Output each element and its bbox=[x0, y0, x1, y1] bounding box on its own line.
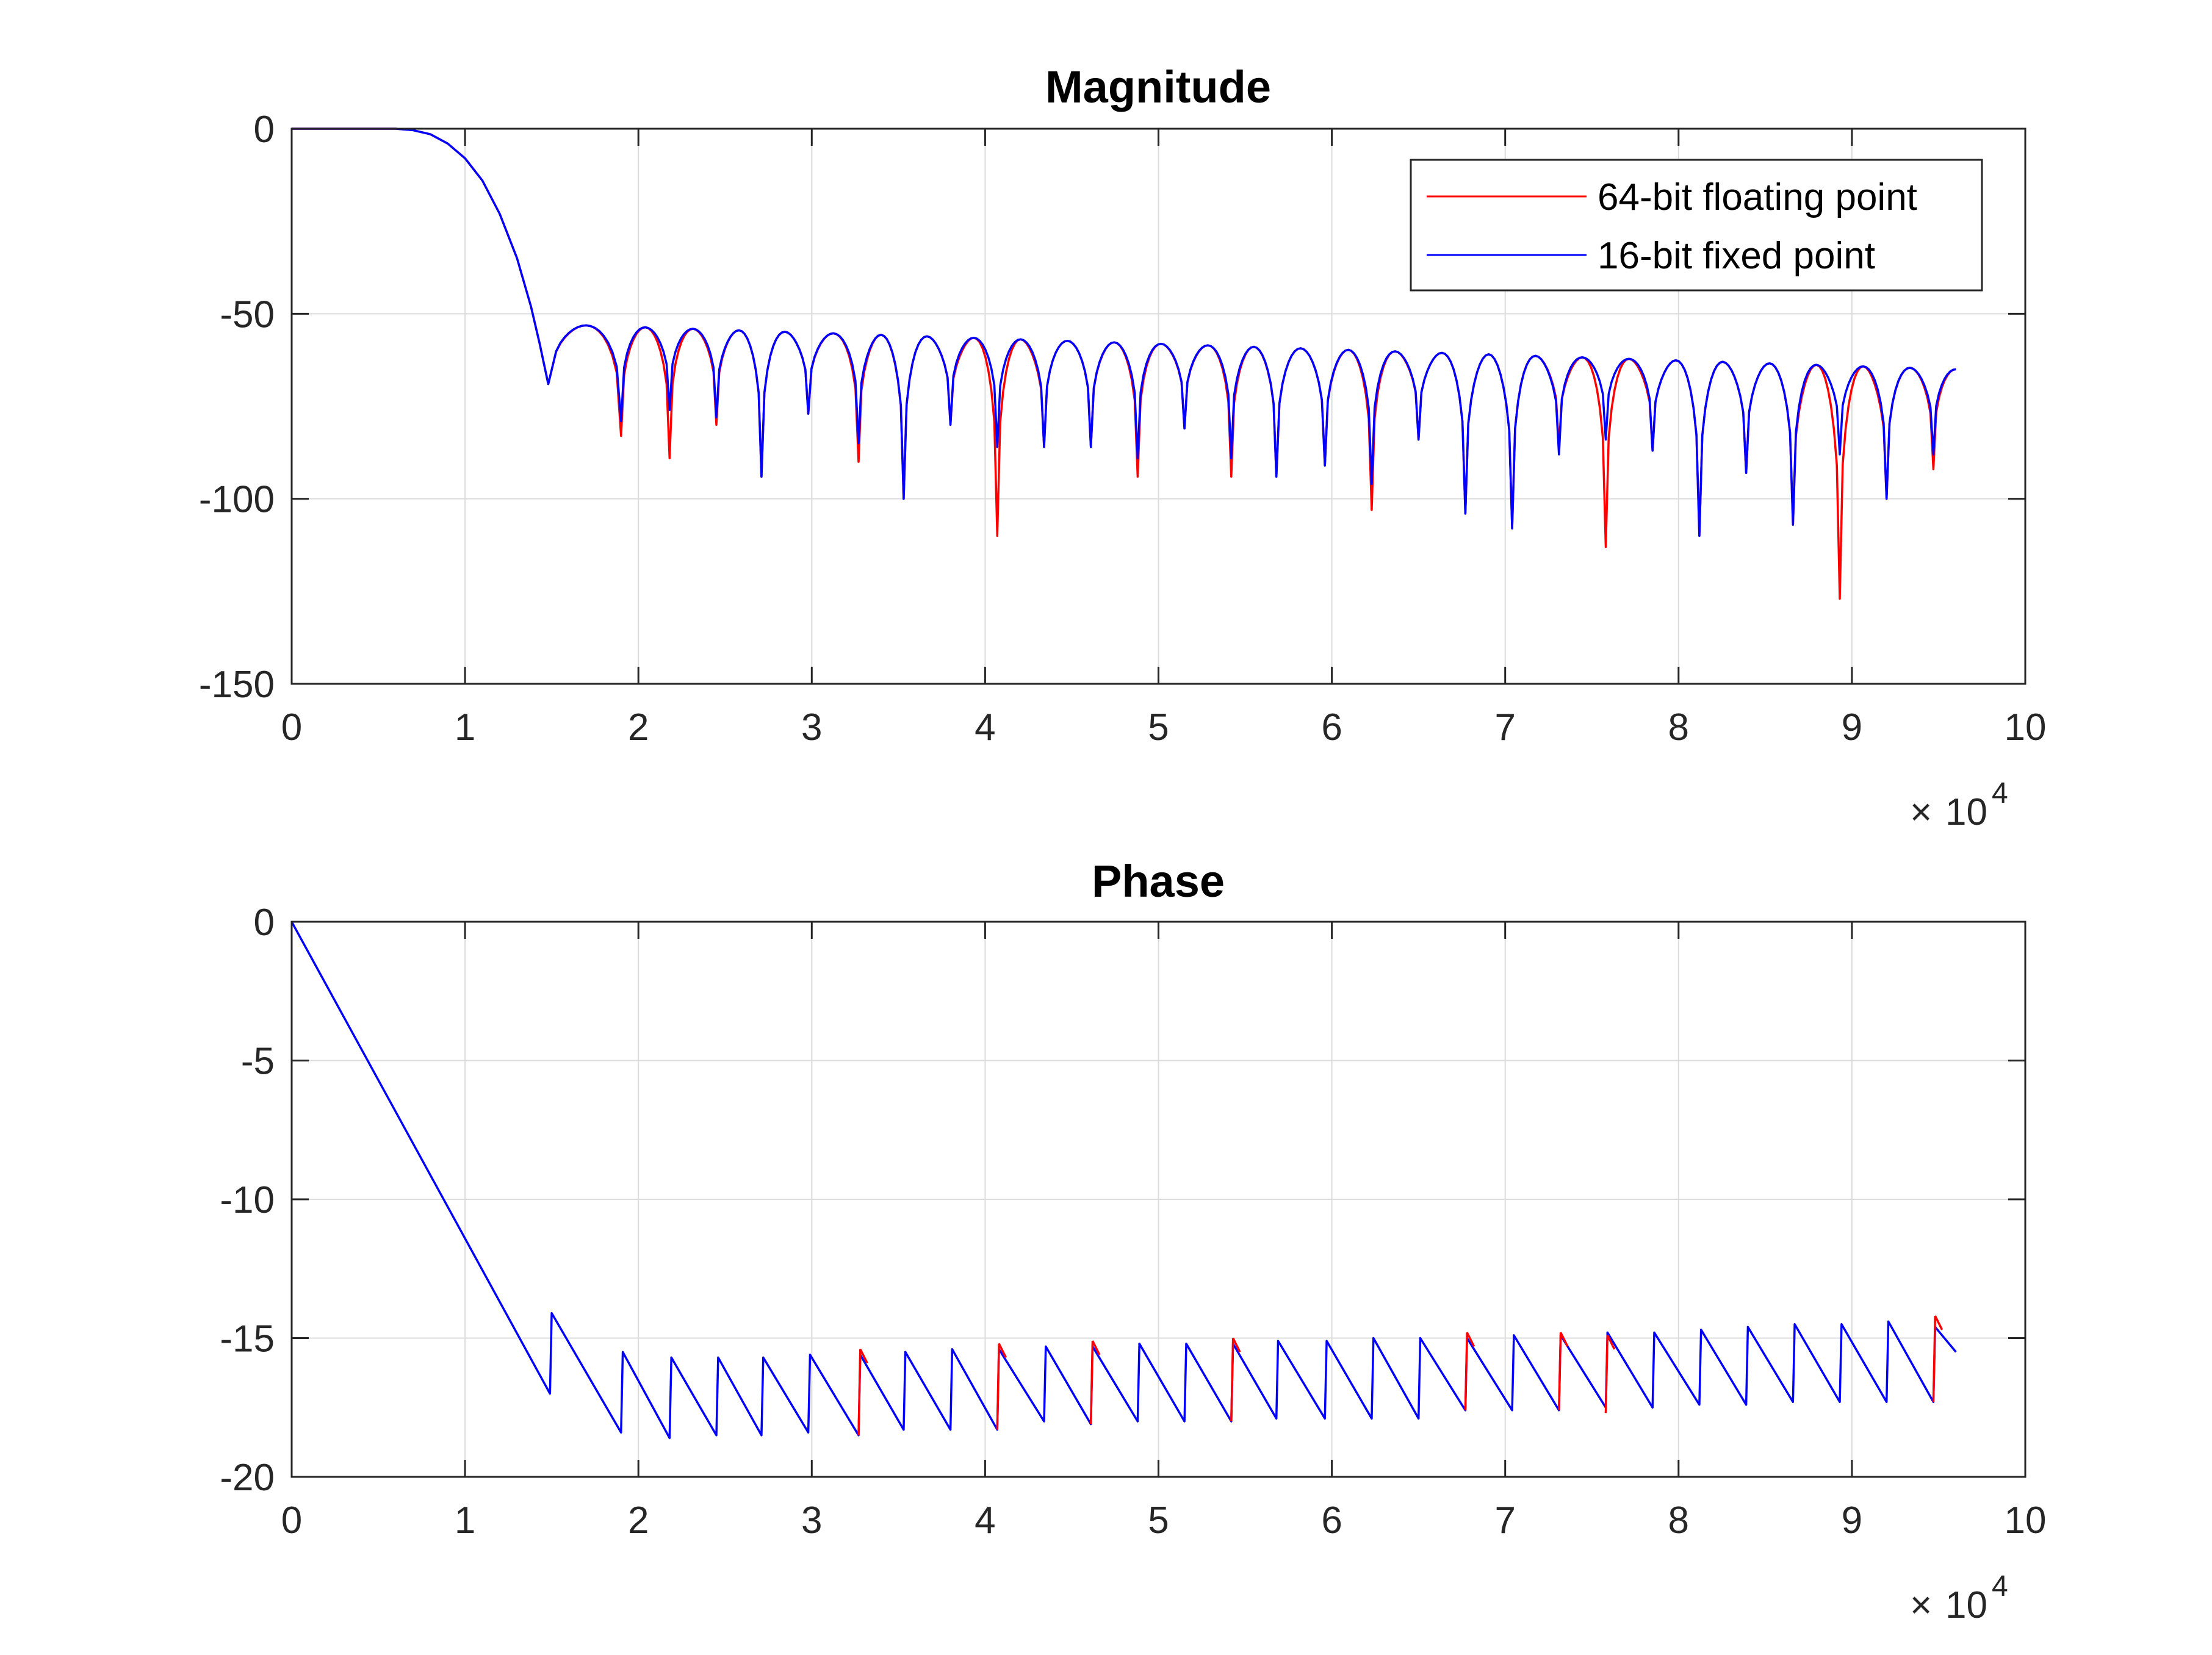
x-tick-label: 3 bbox=[801, 706, 822, 749]
x-tick-label: 4 bbox=[975, 1499, 995, 1542]
y-tick-label: -50 bbox=[220, 293, 275, 336]
magnitude-legend: 64-bit floating point 16-bit fixed point bbox=[1410, 159, 1983, 292]
phase-subplot: 0 1 2 3 4 5 6 7 8 9 10 0 -5 -10 -15 -20 Phase × 10 4 bbox=[220, 856, 2046, 1626]
x-tick-label: 3 bbox=[801, 1499, 822, 1542]
magnitude-grid bbox=[292, 129, 2025, 684]
x-tick-label: 0 bbox=[281, 1499, 302, 1542]
magnitude-x-multiplier-base: 10 bbox=[1945, 791, 1987, 833]
legend-label-fixed: 16-bit fixed point bbox=[1598, 235, 1875, 277]
phase-x-multiplier-exp: 4 bbox=[1992, 1570, 2008, 1603]
x-tick-label: 6 bbox=[1321, 1499, 1342, 1542]
x-tick-label: 6 bbox=[1321, 706, 1342, 749]
series-64bit-float-segment bbox=[1558, 1332, 1569, 1410]
x-tick-label: 1 bbox=[455, 706, 475, 749]
y-tick-label: -15 bbox=[220, 1318, 275, 1360]
magnitude-x-multiplier: × 10 4 bbox=[1910, 777, 2008, 833]
x-tick-label: 1 bbox=[455, 1499, 475, 1542]
magnitude-title: Magnitude bbox=[1045, 62, 1271, 112]
series-64bit-float-segment bbox=[1089, 1340, 1101, 1424]
y-tick-label: -100 bbox=[199, 479, 275, 521]
x-tick-label: 7 bbox=[1494, 1499, 1515, 1542]
x-tick-label: 9 bbox=[1842, 1499, 1862, 1542]
phase-y-ticks: 0 -5 -10 -15 -20 bbox=[220, 902, 2025, 1499]
x-tick-label: 4 bbox=[975, 706, 995, 749]
magnitude-y-ticks: 0 -50 -100 -150 bbox=[199, 109, 2025, 706]
phase-x-multiplier: × 10 4 bbox=[1910, 1570, 2008, 1626]
y-tick-label: 0 bbox=[254, 109, 275, 151]
x-tick-label: 8 bbox=[1668, 1499, 1689, 1542]
phase-x-ticks: 0 1 2 3 4 5 6 7 8 9 10 bbox=[281, 922, 2047, 1542]
x-tick-label: 0 bbox=[281, 706, 302, 749]
series-64bit-float-segment bbox=[996, 1343, 1007, 1430]
magnitude-x-multiplier-sign: × bbox=[1910, 791, 1932, 833]
series-64bit-float-segment bbox=[1464, 1332, 1475, 1410]
x-tick-label: 2 bbox=[628, 1499, 649, 1542]
series-16bit-fixed-line bbox=[292, 127, 1956, 537]
y-tick-label: 0 bbox=[254, 902, 275, 944]
y-tick-label: -150 bbox=[199, 664, 275, 706]
y-tick-label: -20 bbox=[220, 1457, 275, 1499]
x-tick-label: 5 bbox=[1148, 706, 1169, 749]
x-tick-label: 10 bbox=[2005, 706, 2047, 749]
phase-x-multiplier-base: 10 bbox=[1945, 1584, 1987, 1626]
series-64bit-float-segment bbox=[1230, 1337, 1241, 1422]
legend-label-float: 64-bit floating point bbox=[1598, 176, 1917, 218]
legend-box bbox=[1410, 159, 1983, 292]
series-64bit-float-segment bbox=[857, 1348, 868, 1435]
x-tick-label: 2 bbox=[628, 706, 649, 749]
magnitude-x-ticks: 0 1 2 3 4 5 6 7 8 9 10 bbox=[281, 129, 2047, 749]
phase-grid bbox=[292, 922, 2025, 1477]
magnitude-x-multiplier-exp: 4 bbox=[1992, 777, 2008, 810]
x-tick-label: 10 bbox=[2005, 1499, 2047, 1542]
magnitude-subplot: 0 1 2 3 4 5 6 7 8 9 10 0 -50 -100 -150 Magnitude × 10… bbox=[199, 62, 2047, 833]
x-tick-label: 9 bbox=[1842, 706, 1862, 749]
x-tick-label: 7 bbox=[1494, 706, 1515, 749]
series-64bit-float-segment bbox=[1604, 1335, 1616, 1413]
y-tick-label: -10 bbox=[220, 1179, 275, 1221]
series-64bit-float-segment bbox=[1932, 1315, 1944, 1402]
x-tick-label: 5 bbox=[1148, 1499, 1169, 1542]
magnitude-series bbox=[292, 127, 1956, 600]
phase-x-multiplier-sign: × bbox=[1910, 1584, 1932, 1626]
series-16bit-fixed-line bbox=[290, 921, 1957, 1440]
x-tick-label: 8 bbox=[1668, 706, 1689, 749]
phase-title: Phase bbox=[1092, 856, 1225, 906]
y-tick-label: -5 bbox=[241, 1041, 275, 1083]
phase-series bbox=[290, 921, 1957, 1440]
